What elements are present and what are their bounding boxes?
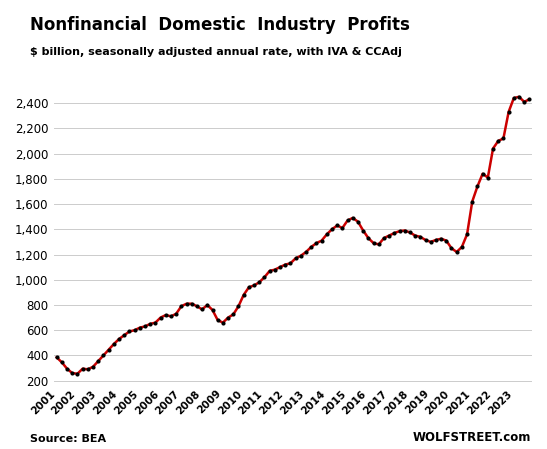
Point: [317, 237, 326, 244]
Point: [234, 303, 243, 310]
Point: [374, 241, 383, 248]
Point: [265, 267, 274, 274]
Point: [390, 229, 399, 237]
Point: [447, 245, 456, 252]
Point: [312, 240, 321, 247]
Point: [432, 237, 440, 244]
Point: [307, 243, 316, 251]
Point: [385, 232, 393, 239]
Point: [525, 96, 534, 103]
Point: [400, 227, 409, 234]
Point: [301, 248, 310, 255]
Point: [463, 231, 472, 238]
Point: [369, 240, 378, 247]
Point: [494, 137, 503, 145]
Point: [161, 312, 170, 319]
Point: [353, 218, 362, 225]
Point: [73, 370, 82, 377]
Point: [473, 183, 482, 190]
Point: [99, 352, 108, 359]
Point: [281, 261, 289, 268]
Point: [478, 170, 487, 177]
Point: [63, 365, 72, 372]
Point: [411, 232, 420, 239]
Point: [457, 243, 466, 251]
Point: [380, 234, 388, 242]
Point: [416, 233, 424, 240]
Point: [484, 174, 492, 181]
Point: [260, 273, 269, 281]
Point: [286, 260, 295, 267]
Point: [515, 93, 523, 101]
Point: [172, 310, 181, 317]
Point: [125, 328, 134, 335]
Point: [136, 324, 144, 331]
Point: [338, 224, 347, 232]
Text: WOLFSTREET.com: WOLFSTREET.com: [412, 431, 531, 444]
Point: [296, 252, 305, 260]
Point: [442, 237, 451, 244]
Text: Nonfinancial  Domestic  Industry  Profits: Nonfinancial Domestic Industry Profits: [30, 16, 410, 34]
Point: [208, 306, 217, 313]
Point: [167, 313, 176, 320]
Text: Source: BEA: Source: BEA: [30, 434, 106, 444]
Point: [322, 231, 331, 238]
Point: [359, 227, 368, 234]
Point: [255, 279, 264, 286]
Point: [151, 319, 160, 326]
Point: [468, 198, 476, 205]
Point: [213, 317, 222, 324]
Point: [421, 237, 430, 244]
Point: [109, 340, 118, 348]
Point: [343, 217, 352, 224]
Point: [78, 365, 87, 372]
Point: [426, 238, 435, 246]
Point: [193, 303, 201, 310]
Point: [120, 332, 129, 339]
Point: [509, 94, 518, 101]
Point: [224, 314, 232, 321]
Point: [270, 266, 279, 273]
Point: [156, 314, 165, 321]
Point: [249, 282, 258, 289]
Point: [333, 222, 341, 229]
Point: [89, 363, 97, 370]
Point: [94, 357, 103, 365]
Point: [104, 346, 113, 353]
Point: [395, 228, 404, 235]
Point: [115, 335, 124, 343]
Point: [452, 248, 461, 255]
Point: [405, 229, 414, 236]
Point: [146, 320, 155, 327]
Point: [229, 311, 237, 318]
Point: [203, 301, 212, 308]
Point: [141, 323, 149, 330]
Point: [488, 145, 497, 152]
Point: [177, 303, 186, 310]
Point: [348, 214, 357, 221]
Point: [57, 359, 66, 366]
Point: [291, 255, 300, 262]
Point: [84, 366, 92, 373]
Point: [504, 108, 513, 115]
Text: $ billion, seasonally adjusted annual rate, with IVA & CCAdj: $ billion, seasonally adjusted annual ra…: [30, 47, 402, 57]
Point: [53, 354, 61, 361]
Point: [328, 226, 336, 233]
Point: [276, 264, 284, 271]
Point: [218, 319, 227, 326]
Point: [197, 306, 206, 313]
Point: [182, 300, 191, 307]
Point: [188, 300, 196, 307]
Point: [364, 234, 373, 242]
Point: [68, 370, 77, 377]
Point: [437, 235, 445, 242]
Point: [499, 135, 508, 142]
Point: [520, 98, 528, 106]
Point: [245, 284, 253, 291]
Point: [239, 291, 248, 299]
Point: [130, 326, 139, 334]
